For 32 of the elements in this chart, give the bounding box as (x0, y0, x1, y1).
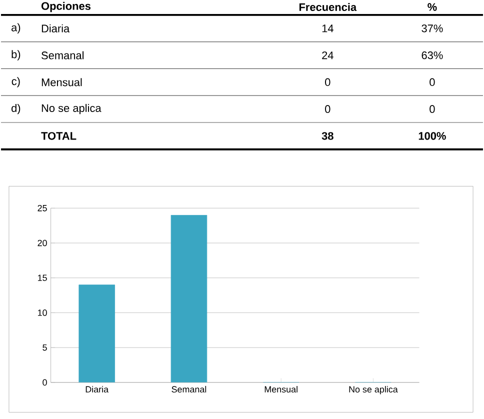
y-tick-label: 0 (42, 379, 47, 386)
y-tick-label: 20 (38, 240, 47, 246)
x-tick-label: No se aplica (349, 386, 398, 394)
text: Mensual (42, 78, 82, 86)
text: b) (12, 50, 20, 60)
text: No se aplica (42, 104, 102, 114)
text: 0 (430, 78, 435, 86)
y-tick-label: 25 (38, 204, 47, 212)
text: a) (12, 23, 20, 34)
text: Frecuencia (299, 2, 357, 11)
text: Diaria (42, 24, 70, 32)
text: 38 (322, 132, 334, 140)
text: 0 (325, 105, 330, 113)
x-tick-label: Mensual (264, 386, 298, 392)
text: c) (12, 76, 20, 88)
text: 63% (422, 51, 443, 60)
text: 14 (322, 24, 334, 32)
text: 37% (422, 24, 443, 32)
text: 0 (325, 78, 330, 86)
x-tick-label: Diaria (86, 386, 109, 392)
y-tick-label: 5 (42, 344, 47, 351)
text: Semanal (42, 51, 84, 60)
text: 100% (418, 132, 446, 140)
text: 24 (322, 51, 334, 59)
text: 0 (430, 105, 435, 113)
text: TOTAL (41, 132, 76, 140)
y-tick-label: 10 (38, 309, 47, 316)
text: d) (12, 104, 20, 114)
text: Opciones (41, 2, 91, 12)
x-tick-label: Semanal (172, 386, 206, 392)
text: % (428, 2, 437, 11)
y-tick-label: 15 (38, 274, 47, 281)
